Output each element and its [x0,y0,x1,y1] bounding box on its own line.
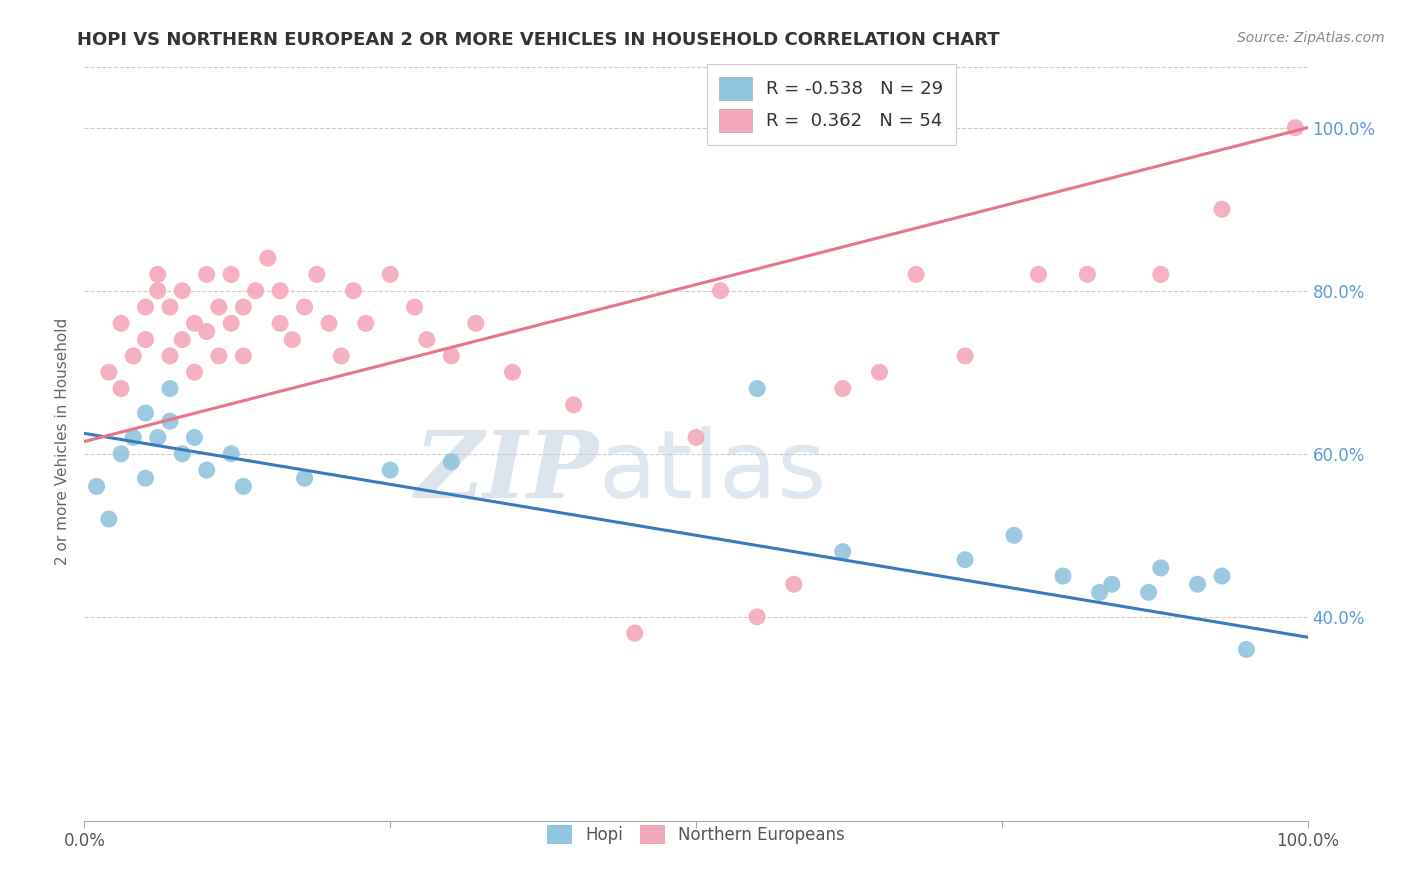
Point [1028,268,1050,282]
Point [502,365,524,379]
Point [783,577,806,591]
Point [831,544,853,558]
Point [1236,642,1258,657]
Point [440,349,463,363]
Point [269,284,291,298]
Point [208,300,231,314]
Point [159,414,181,428]
Point [159,300,181,314]
Point [464,316,486,330]
Point [135,471,157,485]
Point [305,268,328,282]
Point [135,300,157,314]
Point [624,626,647,640]
Point [97,365,120,379]
Point [1211,202,1233,217]
Point [1150,268,1173,282]
Point [281,333,304,347]
Point [122,430,145,444]
Point [1076,268,1098,282]
Point [330,349,353,363]
Point [195,325,218,339]
Y-axis label: 2 or more Vehicles in Household: 2 or more Vehicles in Household [55,318,70,566]
Point [183,365,205,379]
Point [685,430,707,444]
Point [380,463,402,477]
Text: HOPI VS NORTHERN EUROPEAN 2 OR MORE VEHICLES IN HOUSEHOLD CORRELATION CHART: HOPI VS NORTHERN EUROPEAN 2 OR MORE VEHI… [77,31,1000,49]
Point [146,430,169,444]
Point [440,455,463,469]
Point [232,479,254,493]
Point [831,382,853,396]
Point [245,284,267,298]
Point [416,333,439,347]
Point [159,382,181,396]
Point [219,316,242,330]
Text: atlas: atlas [598,425,827,518]
Point [110,382,132,396]
Point [869,365,891,379]
Point [294,300,316,314]
Point [404,300,426,314]
Point [1150,561,1173,575]
Point [905,268,928,282]
Point [1052,569,1074,583]
Point [172,284,194,298]
Point [135,406,157,420]
Point [342,284,364,298]
Point [1088,585,1111,599]
Point [172,447,194,461]
Point [1284,120,1306,135]
Point [183,430,205,444]
Point [747,610,769,624]
Point [208,349,231,363]
Point [219,447,242,461]
Point [110,316,132,330]
Point [1211,569,1233,583]
Point [86,479,108,493]
Point [1187,577,1209,591]
Point [1101,577,1123,591]
Point [953,349,976,363]
Point [354,316,377,330]
Point [747,382,769,396]
Point [232,300,254,314]
Point [172,333,194,347]
Text: ZIP: ZIP [413,427,598,516]
Point [183,316,205,330]
Point [146,284,169,298]
Point [146,268,169,282]
Point [122,349,145,363]
Point [135,333,157,347]
Point [953,553,976,567]
Point [1002,528,1025,542]
Point [110,447,132,461]
Point [294,471,316,485]
Text: Source: ZipAtlas.com: Source: ZipAtlas.com [1237,31,1385,45]
Point [232,349,254,363]
Point [195,463,218,477]
Point [318,316,340,330]
Point [709,284,731,298]
Point [257,251,280,265]
Point [159,349,181,363]
Point [562,398,585,412]
Legend: Hopi, Northern Europeans: Hopi, Northern Europeans [537,814,855,854]
Point [97,512,120,526]
Point [380,268,402,282]
Point [195,268,218,282]
Point [219,268,242,282]
Point [269,316,291,330]
Point [1137,585,1160,599]
